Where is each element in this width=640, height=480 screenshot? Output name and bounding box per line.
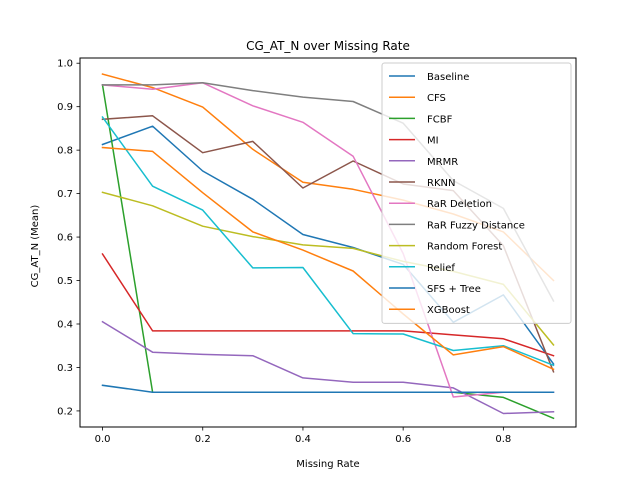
series-line-4: [101, 252, 555, 357]
axes-frame: [79, 57, 577, 428]
x-tick-label: 0.8: [495, 434, 511, 445]
legend-label: MRMR: [427, 157, 458, 168]
y-tick-label: 0.8: [57, 146, 73, 157]
y-axis-label: CG_AT_N (Mean): [30, 205, 41, 288]
y-tick-label: 0.2: [57, 406, 73, 417]
y-tick-label: 1.0: [57, 59, 73, 70]
legend-label: Relief: [427, 263, 455, 274]
legend-label: MI: [427, 136, 439, 147]
series-line-11: [101, 384, 555, 393]
series-line-7: [101, 82, 555, 398]
series-line-10: [101, 116, 555, 367]
ticks-group: 0.0 0.2 0.4 0.6 0.8 0.2 0.3 0.4 0.5 0.6 0.7 0.8 0.9 1…: [57, 59, 511, 445]
legend-label: RaR Fuzzy Distance: [427, 220, 525, 231]
series-line-5: [101, 320, 555, 415]
y-tick-label: 0.9: [57, 102, 73, 113]
x-tick-label: 0.2: [195, 434, 211, 445]
legend-label: Baseline: [427, 72, 469, 83]
x-tick-label: 0.0: [95, 434, 111, 445]
legend-label: XGBoost: [427, 305, 470, 316]
legend-label: SFS + Tree: [427, 284, 481, 295]
y-tick-label: 0.3: [57, 363, 73, 374]
x-tick-label: 0.4: [295, 434, 311, 445]
legend-box: [381, 62, 572, 324]
legend-label: RKNN: [427, 178, 455, 189]
x-tick-label: 0.6: [395, 434, 411, 445]
legend: Baseline CFS FCBF MI MRMR RKNN RaR Deletion RaR…: [381, 62, 572, 324]
legend-label: Random Forest: [427, 242, 502, 253]
legend-label: CFS: [427, 93, 446, 104]
y-tick-label: 0.5: [57, 276, 73, 287]
y-tick-label: 0.6: [57, 233, 73, 244]
chart-title: CG_AT_N over Missing Rate: [246, 39, 410, 53]
axes-border: [79, 57, 577, 428]
x-axis-label: Missing Rate: [296, 459, 359, 470]
y-tick-label: 0.7: [57, 189, 73, 200]
legend-label: RaR Deletion: [427, 199, 492, 210]
legend-label: FCBF: [427, 114, 453, 125]
series-line-12: [101, 146, 555, 371]
y-tick-label: 0.4: [57, 319, 73, 330]
